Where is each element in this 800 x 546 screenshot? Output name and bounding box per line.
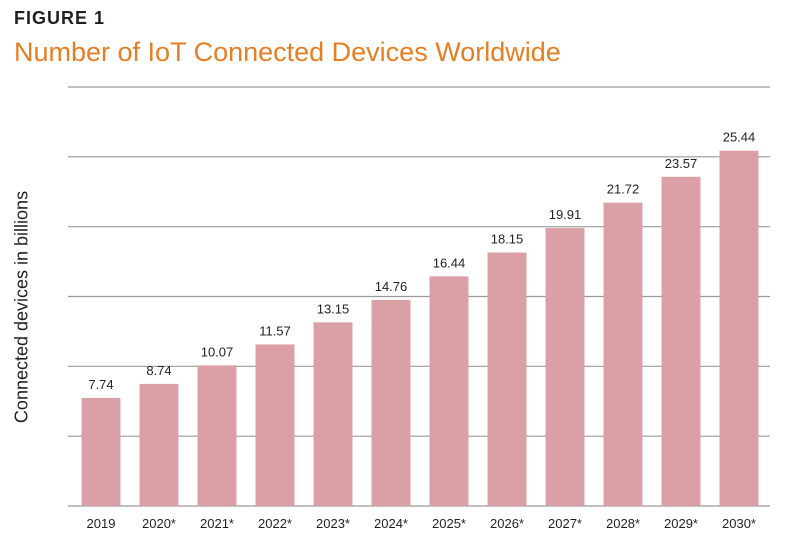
- chart-title: Number of IoT Connected Devices Worldwid…: [14, 37, 561, 67]
- data-label: 25.44: [723, 130, 756, 145]
- bar: [545, 227, 585, 507]
- data-label: 10.07: [201, 344, 234, 359]
- bar: [371, 299, 411, 506]
- data-label: 23.57: [665, 156, 698, 171]
- x-tick-label: 2030*: [722, 516, 756, 531]
- data-label: 8.74: [146, 363, 171, 378]
- bar: [81, 397, 121, 506]
- bar: [661, 176, 701, 506]
- x-tick-label: 2021*: [200, 516, 234, 531]
- data-label: 14.76: [375, 279, 408, 294]
- x-tick-label: 2026*: [490, 516, 524, 531]
- x-tick-label: 2020*: [142, 516, 176, 531]
- bar: [139, 383, 179, 506]
- data-label: 11.57: [259, 323, 291, 338]
- bar: [719, 150, 759, 507]
- bar: [255, 344, 295, 506]
- x-tick-label: 2029*: [664, 516, 698, 531]
- bar: [603, 202, 643, 507]
- x-tick-label: 2019: [87, 516, 116, 531]
- data-label: 16.44: [433, 255, 466, 270]
- x-tick-label: 2024*: [374, 516, 408, 531]
- x-tick-label: 2028*: [606, 516, 640, 531]
- bar: [487, 252, 527, 506]
- data-label: 7.74: [88, 377, 113, 392]
- x-tick-label: 2025*: [432, 516, 466, 531]
- data-label: 19.91: [549, 207, 582, 222]
- x-tick-label: 2022*: [258, 516, 292, 531]
- bar: [197, 365, 237, 506]
- bar: [429, 276, 469, 506]
- data-label: 18.15: [491, 232, 524, 247]
- x-tick-label: 2023*: [316, 516, 350, 531]
- data-label: 13.15: [317, 301, 350, 316]
- x-tick-label: 2027*: [548, 516, 582, 531]
- bar: [313, 322, 353, 506]
- figure-label: FIGURE 1: [14, 8, 106, 28]
- data-label: 21.72: [607, 182, 640, 197]
